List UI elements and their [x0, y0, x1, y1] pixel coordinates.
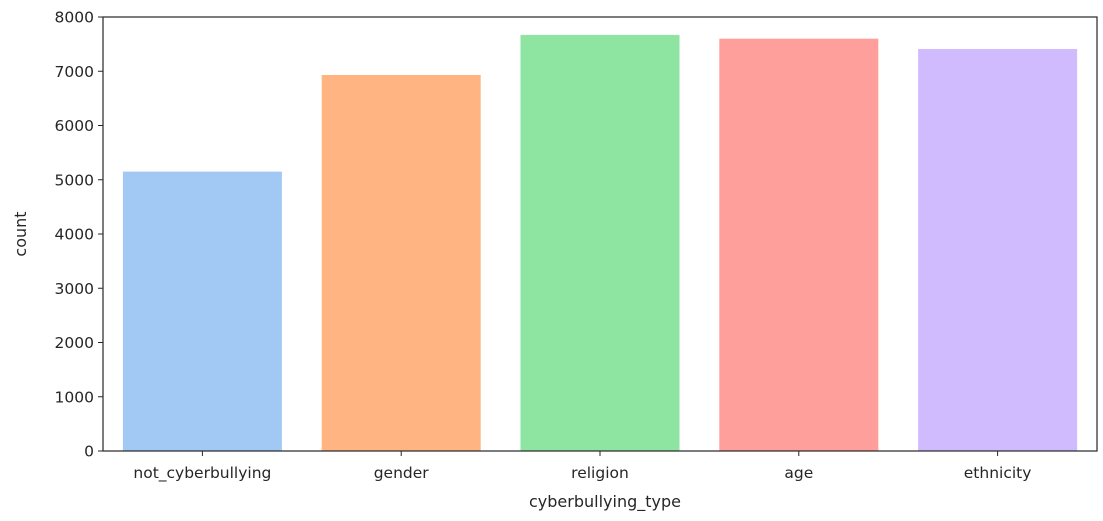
y-tick-label: 0	[84, 443, 94, 461]
y-tick-label: 8000	[55, 9, 94, 27]
plot-frame	[102, 16, 1098, 452]
y-tick-label: 3000	[55, 280, 94, 298]
bar-gender	[321, 75, 481, 451]
y-tick-label: 4000	[55, 226, 94, 244]
y-tick-label: 2000	[55, 334, 94, 352]
bar-ethnicity	[918, 49, 1078, 451]
x-axis-ticks: not_cyberbullying gender religion age ethnic…	[133, 451, 1031, 483]
x-tick-label: ethnicity	[964, 464, 1032, 482]
bars-layer	[122, 34, 1078, 452]
bar-not-cyberbullying	[122, 171, 282, 451]
bar-age	[719, 38, 879, 451]
y-tick-label: 5000	[55, 171, 94, 189]
x-tick-label: gender	[374, 464, 430, 482]
y-tick-label: 1000	[55, 388, 94, 406]
x-tick-label: not_cyberbullying	[133, 464, 271, 483]
y-axis-title: count	[11, 211, 30, 256]
y-tick-label: 7000	[55, 63, 94, 81]
bar-religion	[520, 34, 680, 452]
x-axis-title: cyberbullying_type	[529, 492, 681, 512]
axes-frame	[102, 16, 1098, 452]
x-tick-label: religion	[571, 464, 629, 482]
x-tick-label: age	[784, 464, 813, 482]
y-tick-label: 6000	[55, 117, 94, 135]
y-axis-ticks: 0 1000 2000 3000 4000 5000 6000 7000 8000	[55, 9, 103, 461]
